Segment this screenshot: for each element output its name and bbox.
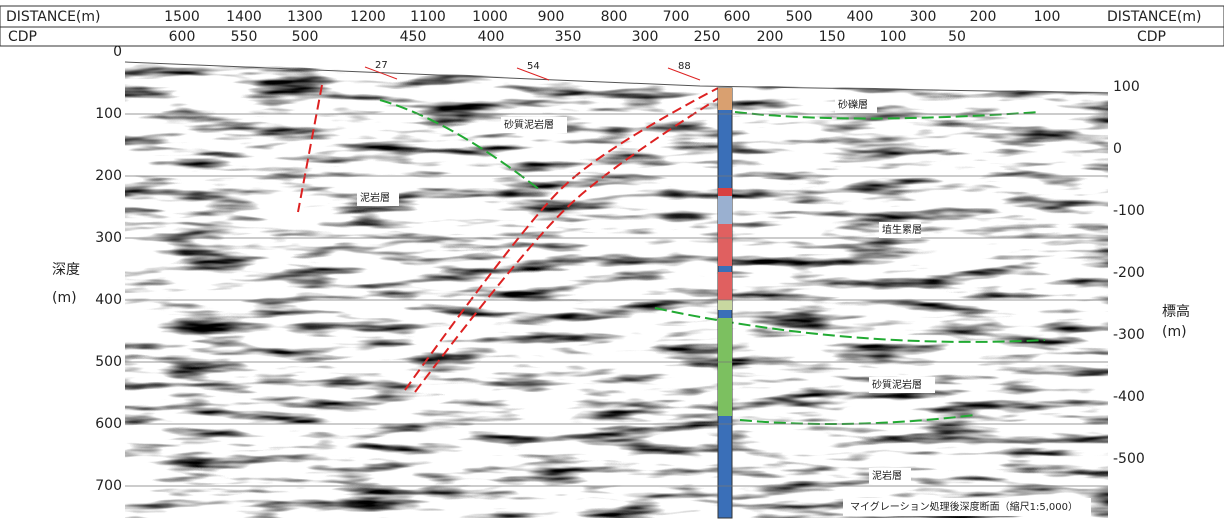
distance-tick: 1500 [164,9,200,25]
cdp-tick: 300 [632,29,659,45]
cdp-tick: 100 [880,29,907,45]
layer-label: 泥岩層 [872,469,902,482]
header-frame [0,5,1224,47]
elevation-tick: -100 [1113,203,1145,219]
layer-label-bg [879,222,921,238]
cdp-tick: 550 [231,29,258,45]
distance-tick: 1300 [287,9,323,25]
cdp-tick: 600 [169,29,196,45]
depth-tick: 400 [95,292,122,308]
faults [297,84,723,393]
borehole-segment [718,272,732,300]
cdp-tick: 50 [948,29,966,45]
fault [414,95,723,393]
horizon [379,99,541,191]
distance-tick: 300 [910,9,937,25]
caption: マイグレーション処理後深度断面（縮尺1:5,000） [850,500,1078,513]
distance-label: DISTANCE(m) [6,9,101,25]
borehole [717,87,733,519]
borehole-segment [718,196,732,224]
cdp-tick: 250 [694,29,721,45]
dip-tick [516,67,550,81]
horizon [654,307,1046,343]
layer-label: 砂質泥岩層 [872,378,922,391]
elevation-tick: -300 [1113,327,1145,343]
layer-label: 砂礫層 [838,98,868,111]
surface-line [124,61,1109,94]
distance-label: DISTANCE(m) [1107,9,1202,25]
surface-mask [125,60,1108,92]
depth-tick: 0 [113,44,122,60]
dip-label: 54 [527,61,540,72]
distance-tick: 1100 [410,9,446,25]
dip-tick [667,67,701,81]
layer-label: 砂質泥岩層 [504,118,554,131]
layer-label-bg [869,377,935,393]
fault [404,87,719,391]
depth-tick: 300 [95,230,122,246]
cdp-tick: 200 [757,29,784,45]
layer-label: 埴生累層 [882,223,922,236]
distance-tick: 600 [724,9,751,25]
distance-tick: 1400 [226,9,262,25]
dip-tick [364,66,398,80]
borehole-segment [718,318,732,416]
cdp-tick: 400 [478,29,505,45]
distance-tick: 500 [786,9,813,25]
elevation-axis-unit: (m) [1162,324,1187,340]
distance-tick: 400 [847,9,874,25]
cdp-label: CDP [1137,29,1166,45]
depth-tick: 600 [95,416,122,432]
borehole-segment [718,300,732,310]
seismic-section [125,60,1108,518]
depth-tick: 500 [95,354,122,370]
layer-label-bg [835,97,877,113]
distance-tick: 200 [970,9,997,25]
layer-label: 泥岩層 [360,191,390,204]
cdp-tick: 500 [292,29,319,45]
depth-tick: 200 [95,168,122,184]
borehole-segment [718,88,732,110]
dip-label: 88 [678,61,691,72]
elevation-tick: -400 [1113,389,1145,405]
borehole-segment [718,188,732,196]
distance-tick: 800 [601,9,628,25]
distance-tick: 100 [1034,9,1061,25]
layer-label-bg [501,117,567,133]
elevation-tick: 100 [1113,79,1140,95]
elevation-axis-label: 標高 [1162,303,1190,320]
distance-tick: 700 [663,9,690,25]
distance-tick: 1000 [472,9,508,25]
depth-axis-label: 深度 [52,262,80,278]
caption-box [843,498,1091,516]
distance-tick: 900 [538,9,565,25]
dip-label: 27 [375,60,388,71]
layer-label-bg [869,468,911,484]
cdp-tick: 150 [819,29,846,45]
cdp-tick: 450 [400,29,427,45]
depth-tick: 100 [95,106,122,122]
cdp-label: CDP [8,29,37,45]
cdp-tick: 350 [555,29,582,45]
elevation-tick: 0 [1113,141,1122,157]
elevation-tick: -200 [1113,265,1145,281]
distance-tick: 1200 [350,9,386,25]
elevation-tick: -500 [1113,451,1145,467]
borehole-segment [718,224,732,266]
depth-axis-unit: (m) [52,290,77,306]
depth-tick: 700 [95,478,122,494]
horizon [734,111,1041,120]
layer-label-bg [357,190,399,206]
fault [297,84,323,213]
